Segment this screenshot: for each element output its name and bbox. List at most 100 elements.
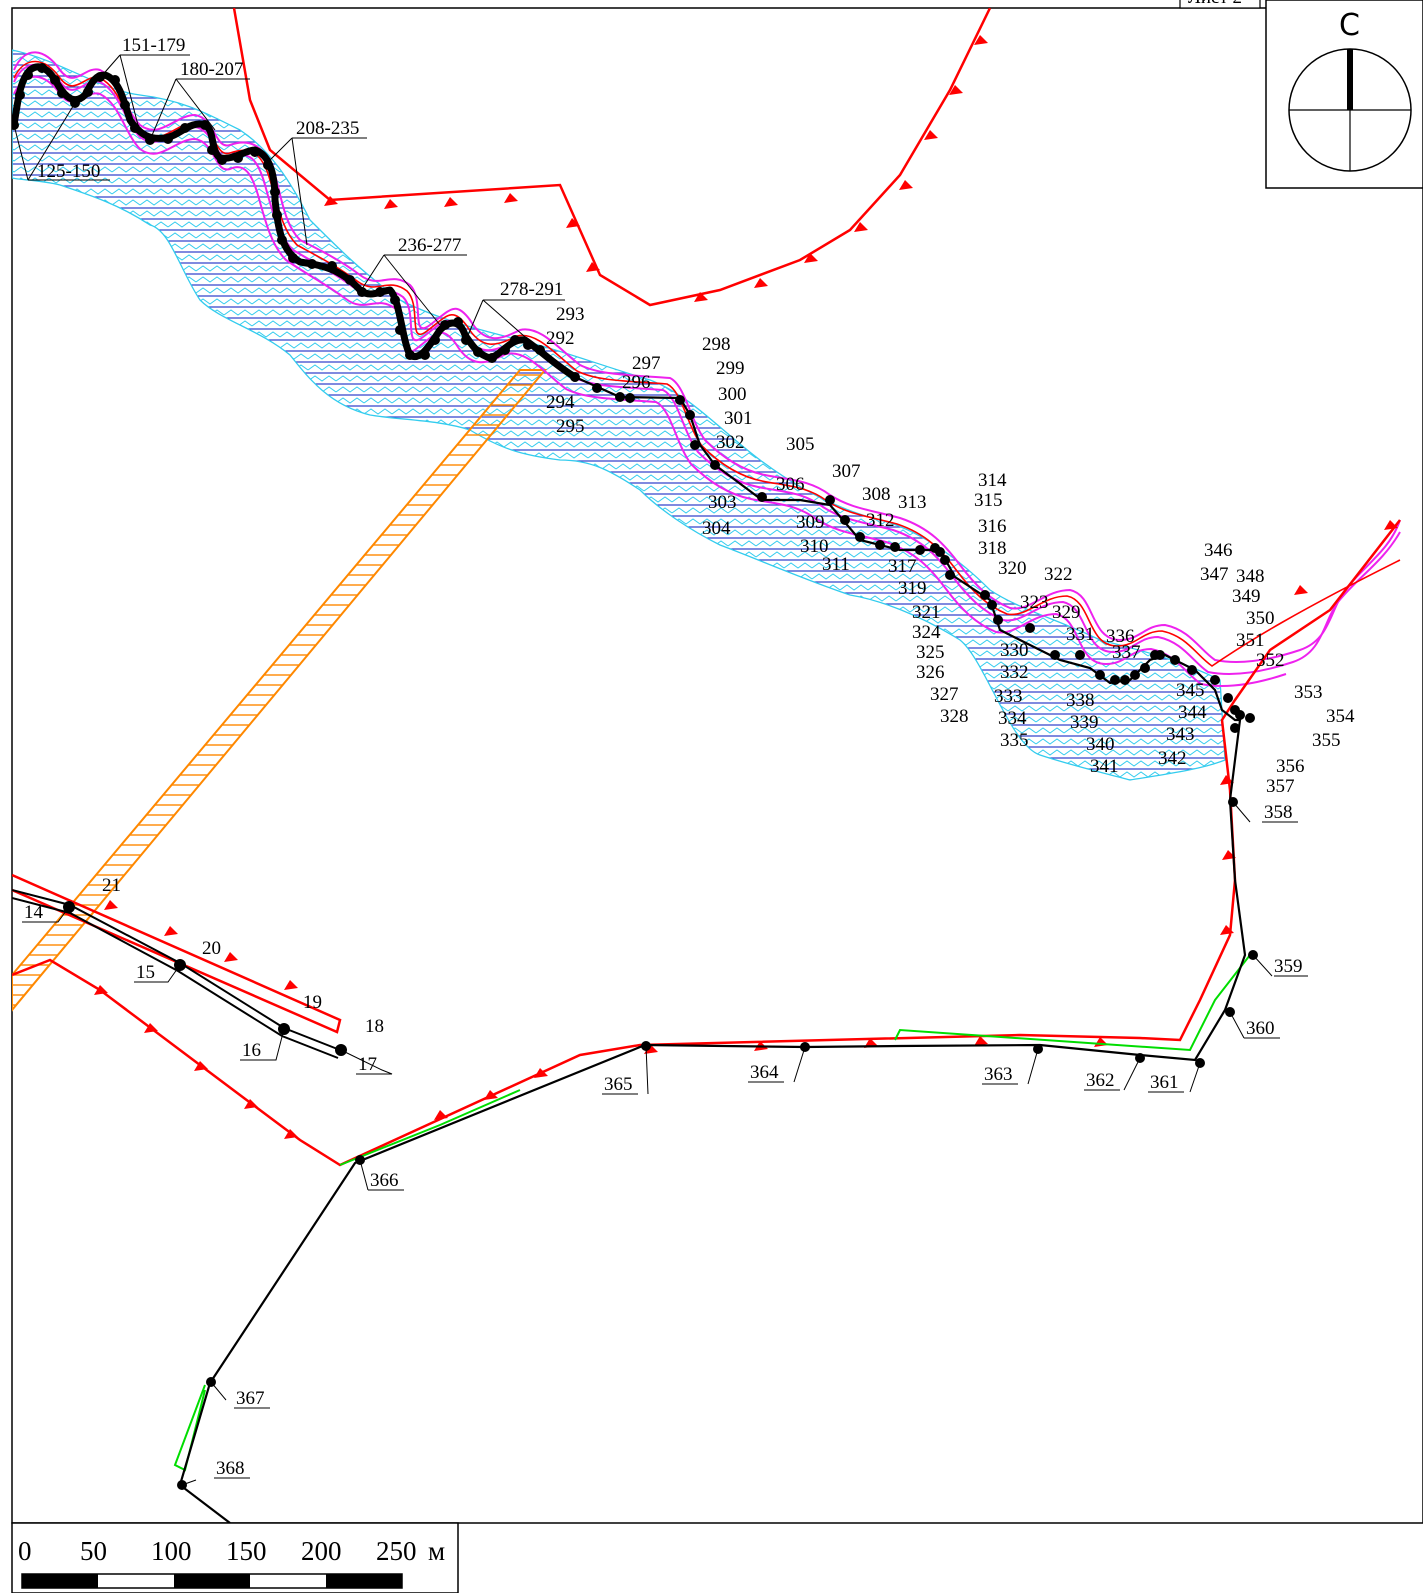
- label-297: 297: [632, 353, 661, 374]
- scale-unit: м: [428, 1536, 445, 1566]
- label-365: 365: [604, 1074, 633, 1095]
- label-300: 300: [718, 384, 747, 405]
- label-359: 359: [1274, 956, 1303, 977]
- label-18: 18: [365, 1016, 384, 1037]
- label-125-150: 125-150: [37, 161, 100, 182]
- label-362: 362: [1086, 1070, 1115, 1091]
- label-307: 307: [832, 461, 861, 482]
- label-318: 318: [978, 538, 1007, 559]
- label-180-207: 180-207: [180, 59, 243, 80]
- label-316: 316: [978, 516, 1007, 537]
- label-337: 337: [1112, 642, 1141, 663]
- label-21: 21: [102, 875, 121, 896]
- label-368: 368: [216, 1458, 245, 1479]
- label-363: 363: [984, 1064, 1013, 1085]
- scale-tick-200: 200: [301, 1536, 342, 1566]
- label-leaders: [13, 54, 565, 351]
- scale-tick-250: 250: [376, 1536, 417, 1566]
- label-278-291: 278-291: [500, 279, 563, 300]
- label-333: 333: [994, 686, 1023, 707]
- scale-segment-1: [22, 1574, 98, 1588]
- map-content: [12, 8, 1401, 1523]
- label-303: 303: [708, 492, 737, 513]
- label-296: 296: [622, 372, 651, 393]
- label-347: 347: [1200, 564, 1229, 585]
- label-329: 329: [1052, 602, 1081, 623]
- label-17: 17: [358, 1054, 377, 1075]
- label-306: 306: [776, 474, 805, 495]
- label-294: 294: [546, 392, 575, 413]
- scale-tick-100: 100: [151, 1536, 192, 1566]
- label-348: 348: [1236, 566, 1265, 587]
- label-20: 20: [202, 938, 221, 959]
- label-322: 322: [1044, 564, 1073, 585]
- label-311: 311: [822, 554, 850, 575]
- label-327: 327: [930, 684, 959, 705]
- label-319: 319: [898, 578, 927, 599]
- label-353: 353: [1294, 682, 1323, 703]
- scale-segment-5: [326, 1574, 402, 1588]
- label-309: 309: [796, 512, 825, 533]
- label-352: 352: [1256, 650, 1285, 671]
- label-361: 361: [1150, 1072, 1179, 1093]
- label-308: 308: [862, 484, 891, 505]
- label-360: 360: [1246, 1018, 1275, 1039]
- label-304: 304: [702, 518, 731, 539]
- north-arrow: С: [1265, 0, 1423, 189]
- label-356: 356: [1276, 756, 1305, 777]
- label-340: 340: [1086, 734, 1115, 755]
- water-area: [12, 49, 1226, 781]
- label-349: 349: [1232, 586, 1261, 607]
- label-298: 298: [702, 334, 731, 355]
- river-line: [13, 60, 1401, 667]
- label-350: 350: [1246, 608, 1275, 629]
- label-338: 338: [1066, 690, 1095, 711]
- label-332: 332: [1000, 662, 1029, 683]
- label-336: 336: [1106, 626, 1135, 647]
- label-364: 364: [750, 1062, 779, 1083]
- group-labels: 151-179 180-207 208-235 125-150 236-277 …: [37, 35, 563, 300]
- label-346: 346: [1204, 540, 1233, 561]
- label-326: 326: [916, 662, 945, 683]
- point-labels: 14 21 15 20 19 18 16 17 293 292 297 296 …: [24, 304, 1355, 1479]
- label-305: 305: [786, 434, 815, 455]
- label-351: 351: [1236, 630, 1265, 651]
- label-358: 358: [1264, 802, 1293, 823]
- label-324: 324: [912, 622, 941, 643]
- label-320: 320: [998, 558, 1027, 579]
- label-19: 19: [303, 992, 322, 1013]
- label-314: 314: [978, 470, 1007, 491]
- label-357: 357: [1266, 776, 1295, 797]
- scale-tick-50: 50: [80, 1536, 107, 1566]
- label-15: 15: [136, 962, 155, 983]
- scale-segment-3: [174, 1574, 250, 1588]
- label-16: 16: [242, 1040, 261, 1061]
- label-354: 354: [1326, 706, 1355, 727]
- label-302: 302: [716, 432, 745, 453]
- label-323: 323: [1020, 592, 1049, 613]
- scale-tick-0: 0: [18, 1536, 32, 1566]
- north-letter: С: [1339, 8, 1360, 43]
- map-frame: [11, 7, 1423, 1524]
- label-313: 313: [898, 492, 927, 513]
- label-315: 315: [974, 490, 1003, 511]
- label-341: 341: [1090, 756, 1119, 777]
- label-310: 310: [800, 536, 829, 557]
- label-355: 355: [1312, 730, 1341, 751]
- label-325: 325: [916, 642, 945, 663]
- label-299: 299: [716, 358, 745, 379]
- label-345: 345: [1176, 680, 1205, 701]
- sheet-label: Лист 2: [1188, 0, 1242, 8]
- label-328: 328: [940, 706, 969, 727]
- label-14: 14: [24, 902, 44, 923]
- green-lines: [173, 954, 1251, 1472]
- label-301: 301: [724, 408, 753, 429]
- label-344: 344: [1178, 702, 1207, 723]
- scale-bar: 0 50 100 150 200 250 м: [11, 1522, 459, 1593]
- road-strip: [12, 369, 548, 1012]
- label-343: 343: [1166, 724, 1195, 745]
- label-342: 342: [1158, 748, 1187, 769]
- vertex-17: [335, 1044, 347, 1056]
- label-339: 339: [1070, 712, 1099, 733]
